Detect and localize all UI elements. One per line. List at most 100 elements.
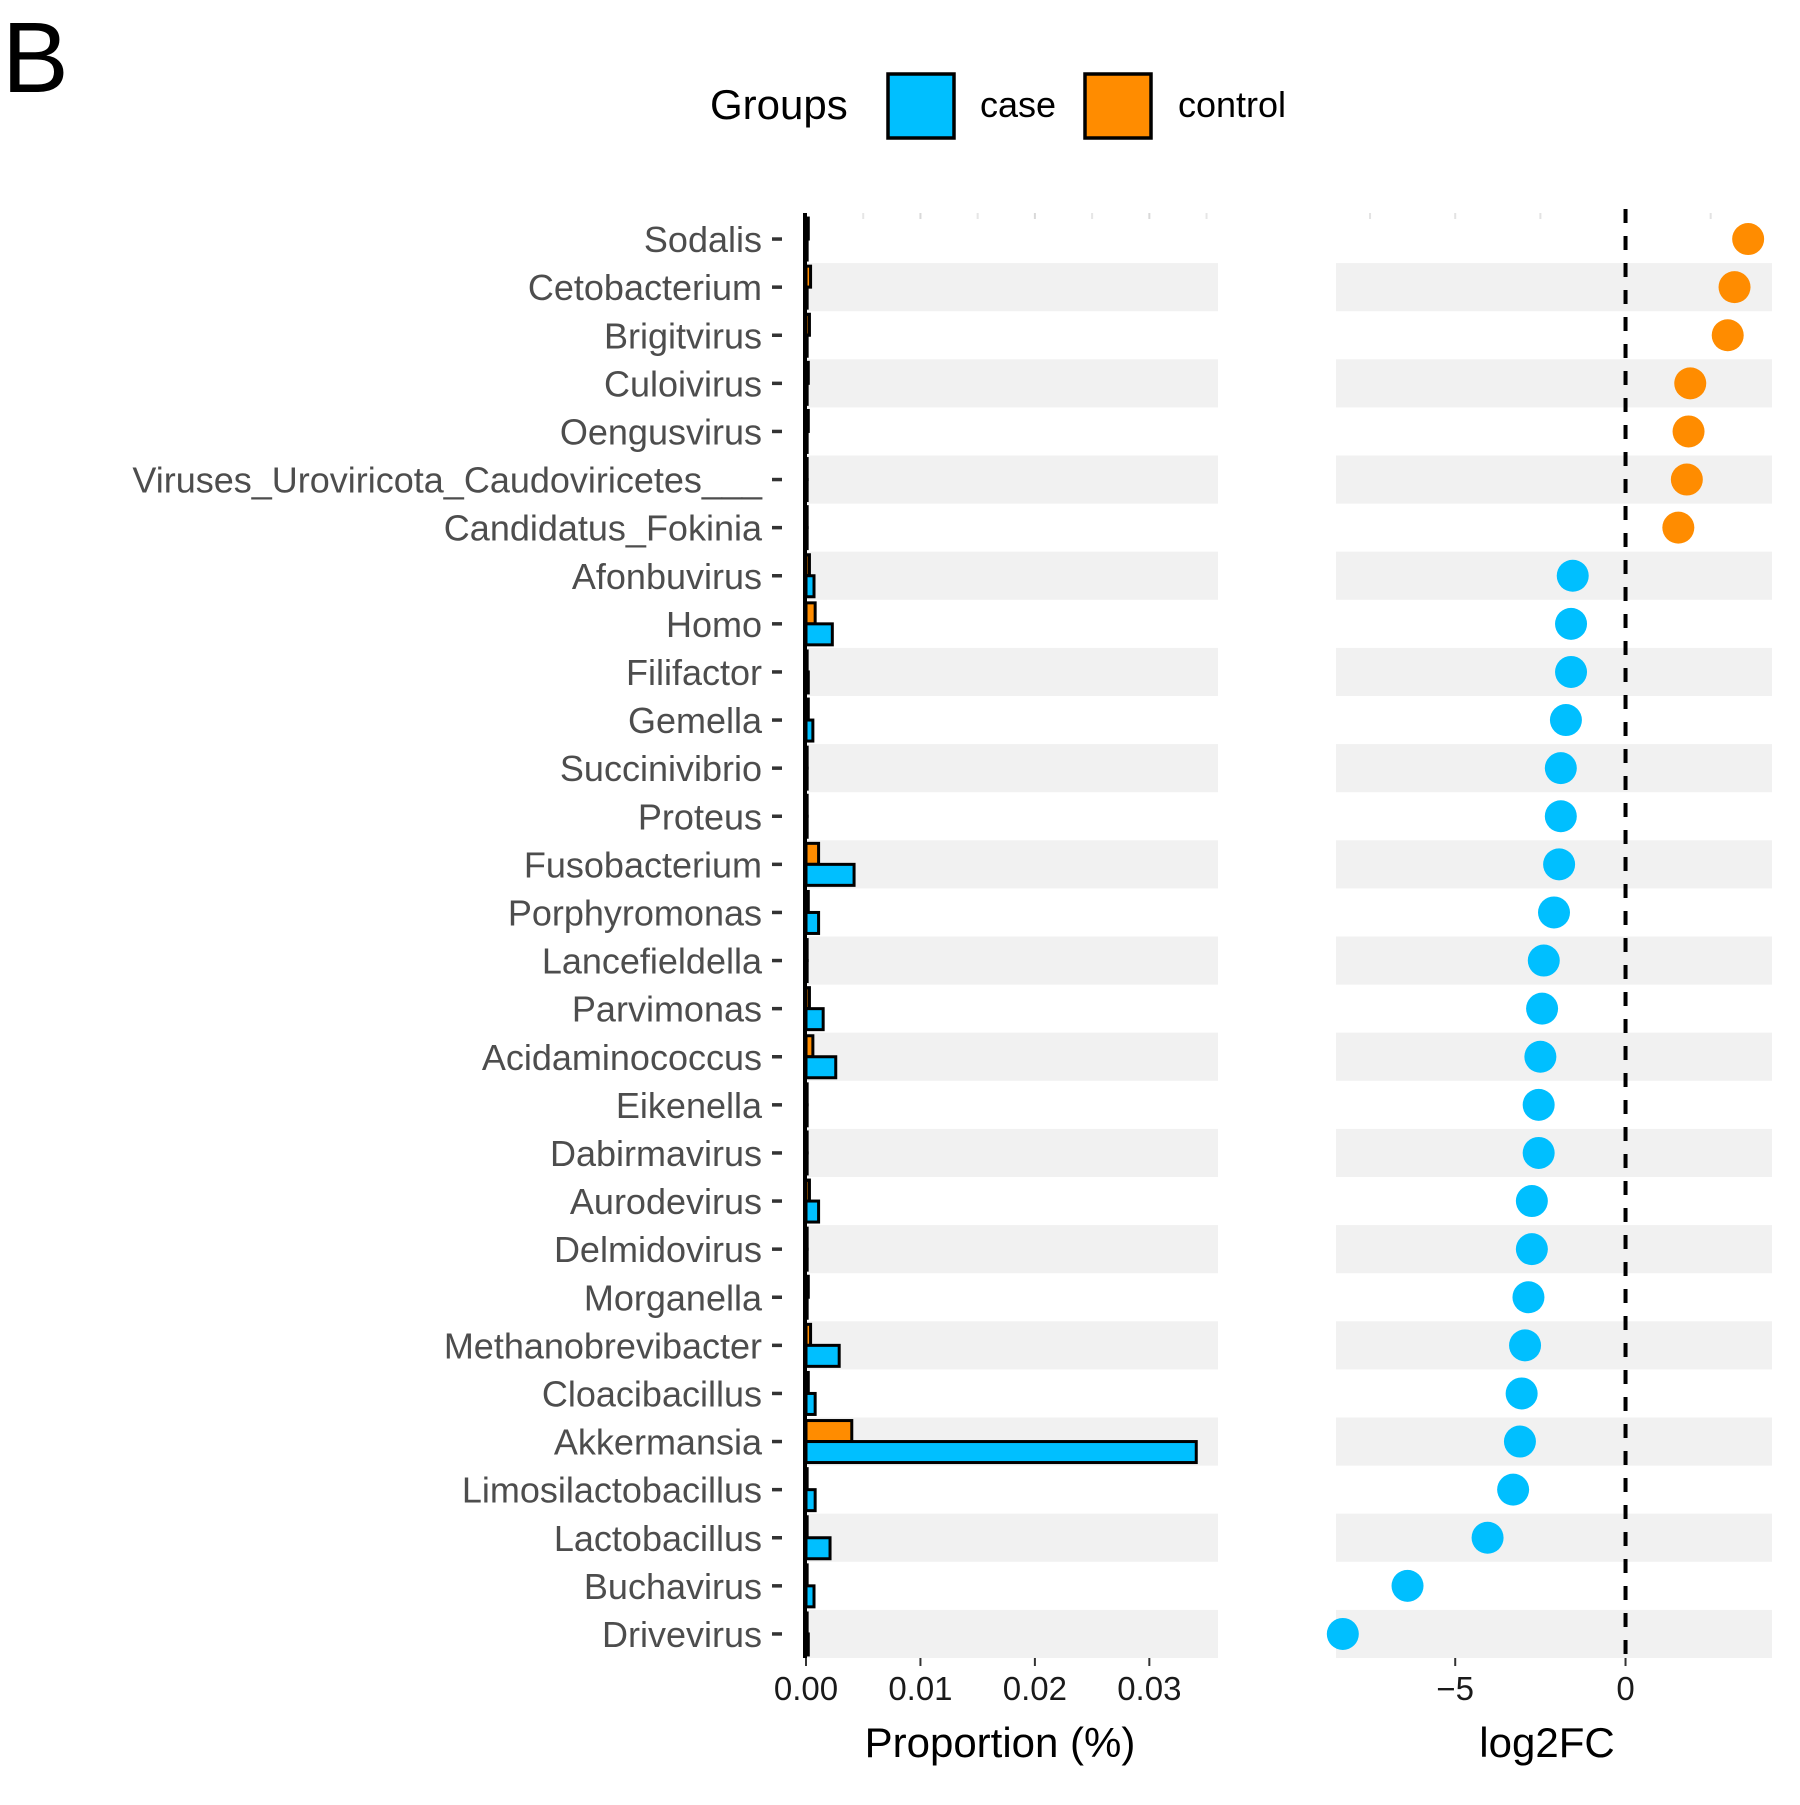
dot-row-stripe — [1336, 1513, 1772, 1562]
legend-label-control: control — [1178, 84, 1286, 125]
category-label: Eikenella — [616, 1085, 763, 1126]
bar-x-axis-title: Proportion (%) — [865, 1719, 1136, 1766]
bar-control-Homo — [804, 601, 817, 626]
category-label: Delmidovirus — [554, 1229, 762, 1270]
bar-case-Methanobrevibacter — [804, 1343, 841, 1368]
bar-row-stripe — [806, 840, 1218, 889]
dot-row-stripe — [1336, 1417, 1772, 1466]
legend-swatch-control — [1083, 72, 1153, 140]
dot-Eikenella — [1522, 1088, 1555, 1121]
bar-case-Aurodevirus — [804, 1199, 821, 1224]
bar-x-tick-label: 0.03 — [1117, 1670, 1181, 1707]
dot-x-tick-label: 0 — [1616, 1670, 1634, 1707]
dot-Limosilactobacillus — [1497, 1473, 1530, 1506]
bar-row-stripe — [806, 1032, 1218, 1081]
category-label: Proteus — [638, 796, 762, 837]
dot-row-stripe — [1336, 1609, 1772, 1658]
bar-row-stripe — [806, 744, 1218, 793]
dot-row-stripe — [1336, 263, 1772, 312]
category-label: Culoivirus — [604, 363, 762, 404]
bar-row-stripe — [806, 1321, 1218, 1370]
category-label: Porphyromonas — [508, 892, 762, 933]
category-label: Candidatus_Fokinia — [444, 508, 763, 549]
dot-Succinivibrio — [1544, 752, 1577, 785]
dot-row-stripe — [1336, 1225, 1772, 1274]
dot-Morganella — [1512, 1281, 1545, 1314]
category-label: Gemella — [628, 700, 763, 741]
bar-panel: Sodalis Cetobacterium Brigitvirus Culoiviru… — [132, 213, 1218, 1707]
bar-case-Cloacibacillus — [804, 1391, 817, 1416]
dot-Candidatus_Fokinia — [1662, 511, 1695, 544]
bar-control-Fusobacterium — [804, 841, 821, 866]
bar-control-Acidaminococcus — [804, 1034, 815, 1059]
dot-Viruses_Uroviricota_Caudoviricetes___ — [1670, 463, 1703, 496]
dot-Parvimonas — [1526, 992, 1559, 1025]
category-label: Acidaminococcus — [482, 1037, 762, 1078]
category-label: Afonbuvirus — [572, 556, 762, 597]
dot-Lancefieldella — [1527, 944, 1560, 977]
dot-Homo — [1555, 607, 1588, 640]
category-label: Drivevirus — [602, 1614, 762, 1655]
category-label: Oengusvirus — [560, 411, 762, 452]
dot-Filifactor — [1555, 655, 1588, 688]
dot-Oengusvirus — [1672, 415, 1705, 448]
category-label: Cloacibacillus — [542, 1373, 762, 1414]
dot-Methanobrevibacter — [1509, 1329, 1542, 1362]
dot-row-stripe — [1336, 551, 1772, 600]
bar-case-Fusobacterium — [804, 862, 856, 887]
bar-row-stripe — [806, 1225, 1218, 1274]
bar-row-stripe — [806, 1609, 1218, 1658]
dot-x-tick-label: −5 — [1436, 1670, 1474, 1707]
legend-swatch-case — [886, 72, 956, 140]
bar-row-stripe — [806, 359, 1218, 408]
dot-Buchavirus — [1391, 1569, 1424, 1602]
panel-letter: B — [2, 2, 69, 114]
bar-row-stripe — [806, 1128, 1218, 1177]
dot-Drivevirus — [1326, 1617, 1359, 1650]
bar-control-Akkermansia — [804, 1419, 854, 1444]
dot-Gemella — [1549, 704, 1582, 737]
dot-Cloacibacillus — [1505, 1377, 1538, 1410]
dot-Sodalis — [1732, 223, 1765, 256]
legend-label-case: case — [980, 84, 1056, 125]
dot-Acidaminococcus — [1524, 1040, 1557, 1073]
category-label: Lancefieldella — [542, 941, 763, 982]
category-label: Methanobrevibacter — [444, 1325, 762, 1366]
category-label: Lactobacillus — [554, 1518, 762, 1559]
bar-case-Buchavirus — [804, 1584, 816, 1609]
legend: Groups case control — [710, 72, 1286, 140]
dot-Delmidovirus — [1515, 1233, 1548, 1266]
dot-panel: −5 0 — [1326, 209, 1772, 1707]
bar-case-Porphyromonas — [804, 910, 821, 935]
category-label: Akkermansia — [554, 1422, 763, 1463]
category-label: Succinivibrio — [560, 748, 762, 789]
dot-row-stripe — [1336, 455, 1772, 504]
category-label: Parvimonas — [572, 989, 762, 1030]
bar-row-stripe — [806, 263, 1218, 312]
bar-x-tick-label: 0.00 — [774, 1670, 838, 1707]
dot-Akkermansia — [1503, 1425, 1536, 1458]
category-label: Limosilactobacillus — [462, 1470, 762, 1511]
bar-x-tick-label: 0.01 — [888, 1670, 952, 1707]
bar-row-stripe — [806, 647, 1218, 696]
category-label: Fusobacterium — [524, 844, 762, 885]
bar-case-Limosilactobacillus — [804, 1488, 817, 1513]
category-label: Morganella — [584, 1277, 763, 1318]
bar-case-Afonbuvirus — [804, 574, 816, 599]
category-label: Brigitvirus — [604, 315, 762, 356]
dot-Fusobacterium — [1543, 848, 1576, 881]
bar-case-Gemella — [804, 718, 815, 743]
bar-case-Homo — [804, 622, 834, 647]
dot-Proteus — [1544, 800, 1577, 833]
category-label: Buchavirus — [584, 1566, 762, 1607]
category-label: Viruses_Uroviricota_Caudoviricetes___ — [132, 460, 763, 501]
dot-Dabirmavirus — [1522, 1136, 1555, 1169]
category-label: Cetobacterium — [528, 267, 762, 308]
dot-Cetobacterium — [1718, 271, 1751, 304]
bar-case-Lactobacillus — [804, 1536, 832, 1561]
dot-Porphyromonas — [1538, 896, 1570, 929]
bar-row-stripe — [806, 1513, 1218, 1562]
bar-row-stripe — [806, 551, 1218, 600]
